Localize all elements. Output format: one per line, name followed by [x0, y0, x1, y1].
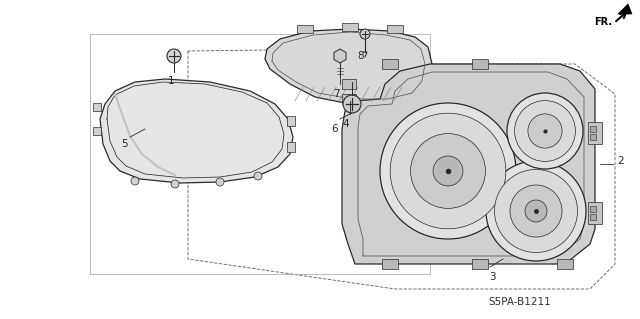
- Text: S5PA-B1211: S5PA-B1211: [488, 297, 552, 307]
- Circle shape: [486, 161, 586, 261]
- Text: 3: 3: [489, 272, 495, 282]
- Circle shape: [131, 177, 139, 185]
- Circle shape: [411, 134, 485, 208]
- Circle shape: [254, 172, 262, 180]
- Bar: [588, 122, 602, 144]
- Circle shape: [495, 169, 577, 253]
- Polygon shape: [334, 49, 346, 63]
- Bar: [472, 259, 488, 269]
- Bar: [557, 259, 573, 269]
- Text: 8: 8: [358, 51, 364, 61]
- Bar: [590, 126, 596, 132]
- Bar: [287, 116, 295, 126]
- Circle shape: [507, 93, 583, 169]
- Text: 4: 4: [342, 119, 349, 129]
- Bar: [297, 25, 313, 33]
- Circle shape: [433, 156, 463, 186]
- Polygon shape: [342, 64, 595, 264]
- Text: 1: 1: [168, 76, 174, 86]
- Bar: [590, 214, 596, 220]
- Bar: [287, 142, 295, 152]
- Bar: [93, 103, 101, 111]
- Circle shape: [528, 114, 562, 148]
- Circle shape: [515, 100, 575, 161]
- Bar: [588, 202, 602, 224]
- Bar: [472, 59, 488, 69]
- Bar: [93, 127, 101, 135]
- Bar: [590, 206, 596, 212]
- Bar: [590, 134, 596, 140]
- Circle shape: [390, 113, 506, 229]
- FancyArrowPatch shape: [616, 12, 626, 21]
- Circle shape: [360, 29, 370, 39]
- Bar: [382, 259, 398, 269]
- Circle shape: [343, 95, 361, 113]
- Text: 6: 6: [332, 124, 339, 134]
- Circle shape: [171, 180, 179, 188]
- Bar: [387, 25, 403, 33]
- Polygon shape: [618, 4, 632, 14]
- Text: 2: 2: [617, 156, 623, 166]
- Polygon shape: [265, 29, 432, 104]
- Bar: [342, 23, 358, 31]
- Bar: [382, 59, 398, 69]
- Bar: [342, 94, 356, 104]
- Polygon shape: [100, 79, 293, 183]
- Circle shape: [510, 185, 562, 237]
- Text: 7: 7: [333, 89, 339, 99]
- Text: 5: 5: [121, 139, 127, 149]
- Text: FR.: FR.: [594, 17, 612, 27]
- Circle shape: [525, 200, 547, 222]
- Circle shape: [216, 178, 224, 186]
- Circle shape: [167, 49, 181, 63]
- Bar: [342, 79, 356, 89]
- Circle shape: [380, 103, 516, 239]
